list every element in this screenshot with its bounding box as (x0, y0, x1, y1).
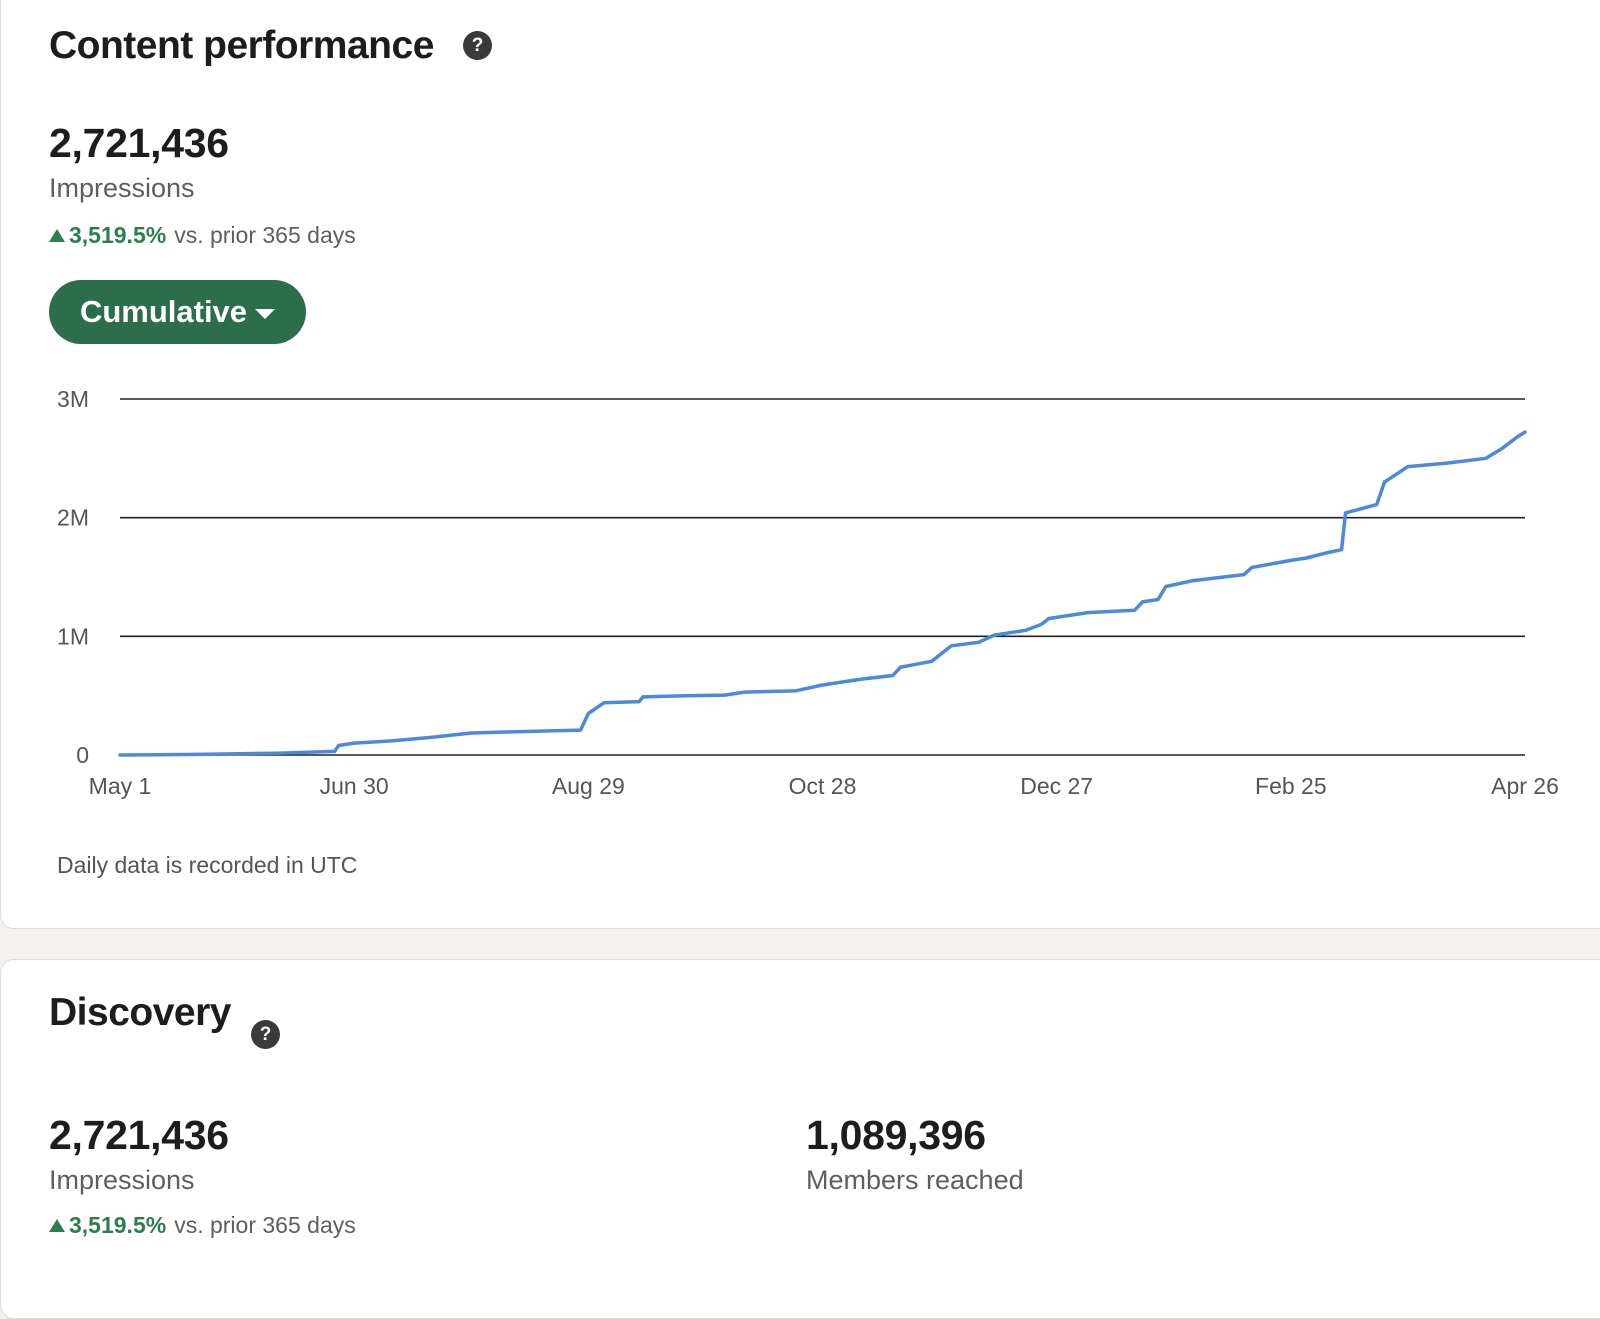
chart-series (118, 430, 1527, 757)
discovery-title: Discovery (49, 991, 231, 1034)
x-tick-label: Oct 28 (789, 773, 857, 799)
discovery-impressions-value: 2,721,436 (49, 1112, 229, 1158)
question-circle-icon[interactable]: ? (463, 31, 492, 60)
members-reached-value: 1,089,396 (806, 1112, 986, 1158)
discovery-card (0, 959, 1600, 1319)
discovery-impressions-change: 3,519.5% vs. prior 365 days (49, 1212, 356, 1239)
discovery-change-suffix: vs. prior 365 days (174, 1212, 356, 1238)
x-tick-label: Aug 29 (552, 773, 625, 799)
chart-y-axis: 0 1M 2M 3M (57, 386, 89, 768)
y-tick-label: 2M (57, 505, 89, 531)
discovery-change-percent: 3,519.5% (69, 1212, 167, 1238)
impressions-line-0 (118, 430, 1527, 757)
discovery-impressions-label: Impressions (49, 1165, 195, 1195)
impressions-value: 2,721,436 (49, 120, 229, 166)
change-suffix: vs. prior 365 days (174, 222, 356, 248)
question-circle-icon[interactable]: ? (251, 1020, 280, 1049)
impressions-change: 3,519.5% vs. prior 365 days (49, 222, 356, 249)
x-tick-label: Dec 27 (1020, 773, 1093, 799)
up-arrow-icon (49, 1219, 65, 1232)
y-tick-label: 3M (57, 386, 89, 412)
utc-footnote: Daily data is recorded in UTC (57, 852, 358, 878)
y-tick-label: 0 (76, 742, 89, 768)
chart-x-axis: May 1 Jun 30 Aug 29 Oct 28 Dec 27 Feb 25 Apr 2… (89, 773, 1559, 799)
up-arrow-icon (49, 229, 65, 242)
x-tick-label: Jun 30 (320, 773, 389, 799)
y-tick-label: 1M (57, 623, 89, 649)
x-tick-label: Feb 25 (1255, 773, 1327, 799)
content-performance-title: Content performance (49, 24, 434, 67)
impressions-label: Impressions (49, 173, 195, 203)
content-performance-card (0, 0, 1600, 929)
chart-grid (120, 398, 1525, 756)
impressions-chart: 0 1M 2M 3M May 1 Jun 30 Aug 29 Oct 28 Dec 27 Feb… (57, 386, 1559, 799)
members-reached-label: Members reached (806, 1165, 1024, 1195)
change-percent: 3,519.5% (69, 222, 167, 248)
x-tick-label: May 1 (89, 773, 152, 799)
x-tick-label: Apr 26 (1491, 773, 1559, 799)
caret-down-icon (255, 309, 276, 319)
cumulative-dropdown-label: Cumulative (79, 294, 248, 329)
cumulative-dropdown[interactable]: Cumulative (49, 280, 306, 344)
